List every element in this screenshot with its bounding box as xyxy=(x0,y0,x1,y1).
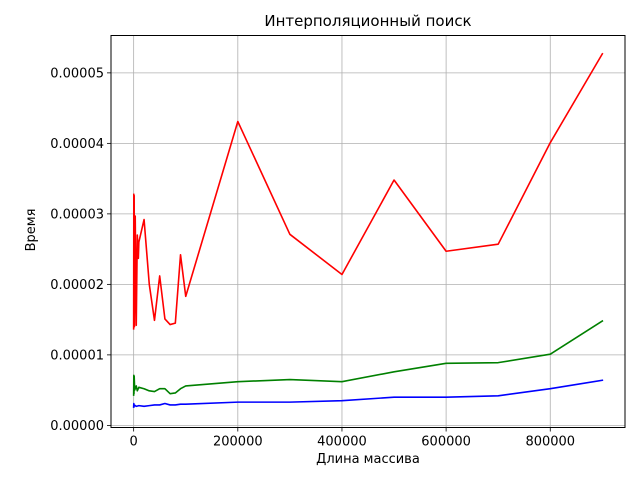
y-tick-label: 0.00004 xyxy=(50,137,104,152)
y-tick-label: 0.00005 xyxy=(50,66,104,81)
x-axis: 0 200000 400000 600000 800000 xyxy=(130,427,575,450)
x-axis-label: Длина массива xyxy=(316,452,420,467)
chart-title: Интерполяционный поиск xyxy=(264,12,471,30)
x-tick-label: 600000 xyxy=(421,435,471,450)
plot-frame xyxy=(110,35,626,428)
series-group xyxy=(132,52,604,408)
y-tick-label: 0.00000 xyxy=(50,419,104,434)
series-line-1 xyxy=(132,319,604,396)
y-axis-label: Время xyxy=(24,209,39,252)
x-tick-label: 0 xyxy=(130,435,138,450)
x-tick-label: 800000 xyxy=(525,435,575,450)
y-tick-label: 0.00001 xyxy=(50,348,104,363)
grid xyxy=(111,35,625,428)
series-line-0 xyxy=(132,52,604,330)
y-tick-label: 0.00002 xyxy=(50,278,104,293)
x-tick-label: 200000 xyxy=(213,435,263,450)
x-tick-label: 400000 xyxy=(317,435,367,450)
series-line-2 xyxy=(132,379,604,408)
y-tick-label: 0.00003 xyxy=(50,207,104,222)
y-axis: 0.00000 0.00001 0.00002 0.00003 0.00004 0.000… xyxy=(50,66,111,434)
